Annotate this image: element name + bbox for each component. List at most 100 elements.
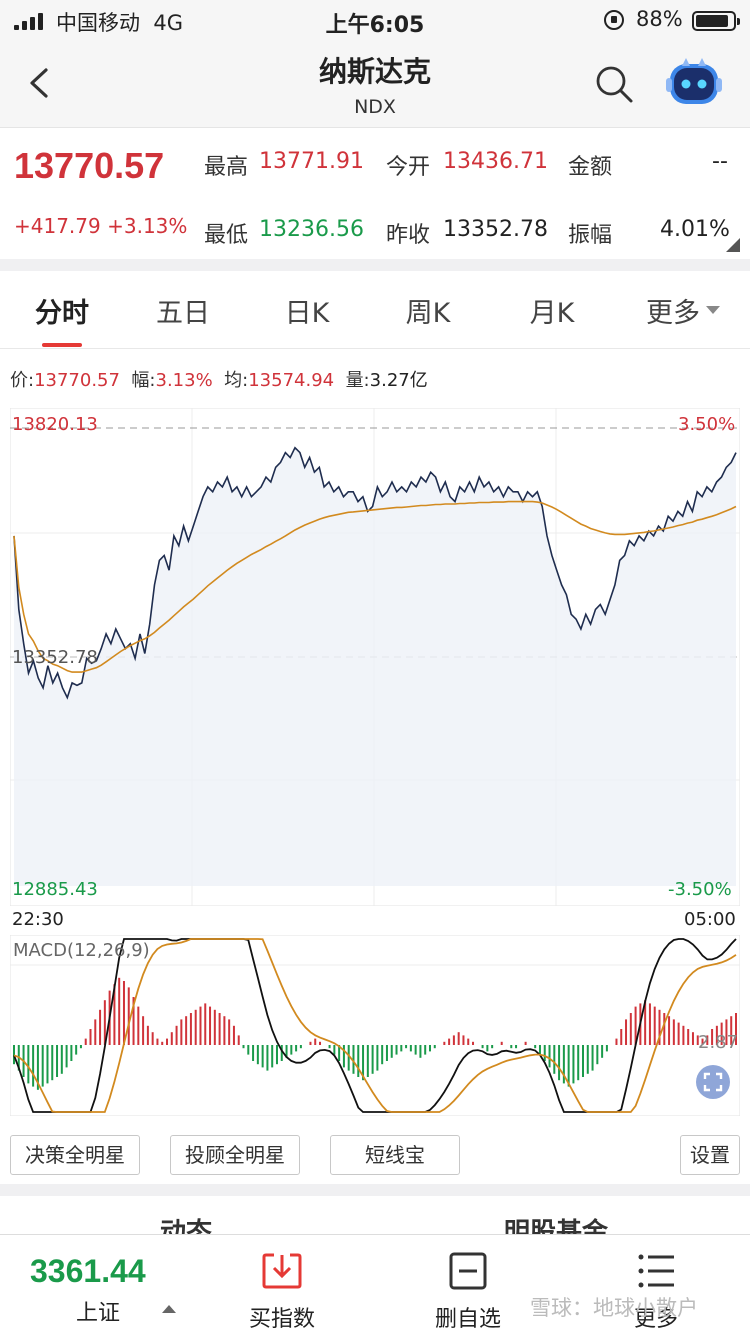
macd-bar [137, 1006, 140, 1045]
amount-label: 金额 [568, 155, 613, 180]
macd-bar [333, 1045, 336, 1055]
tab-news[interactable]: 动态 [160, 1218, 213, 1234]
macd-bar [242, 1045, 245, 1049]
tab-monthly-k[interactable]: 月K [529, 298, 575, 329]
short-line-button[interactable]: 短线宝 [330, 1135, 460, 1175]
more-button[interactable]: 更多 [596, 1251, 716, 1333]
high-label: 最高 [204, 155, 249, 180]
macd-bar [500, 1041, 503, 1045]
decision-star-button[interactable]: 决策全明星 [10, 1135, 140, 1175]
tab-weekly-k[interactable]: 周K [405, 298, 451, 329]
back-icon[interactable] [24, 66, 58, 100]
x-tick-end: 05:00 [684, 909, 736, 930]
macd-bar [730, 1016, 733, 1045]
chevron-up-icon[interactable] [162, 1305, 176, 1313]
settings-button[interactable]: 设置 [680, 1135, 740, 1175]
macd-bar [448, 1038, 451, 1045]
macd-bar [151, 1032, 154, 1045]
clock: 上午6:05 [325, 13, 425, 38]
macd-chart[interactable] [10, 935, 740, 1116]
remove-watchlist-button[interactable]: 删自选 [408, 1251, 528, 1333]
fullscreen-icon[interactable] [696, 1065, 730, 1099]
macd-bar [13, 1045, 15, 1065]
macd-bar [486, 1045, 489, 1052]
macd-bar [548, 1045, 551, 1068]
crosshair-info: 价:13770.57 幅:3.13% 均:13574.94 量:3.27亿 [10, 370, 428, 391]
tab-intraday[interactable]: 分时 [35, 298, 89, 329]
macd-bar [452, 1035, 455, 1045]
macd-bar [586, 1045, 589, 1074]
macd-bar [414, 1045, 417, 1055]
open-value: 13436.71 [443, 149, 548, 174]
bottom-bar: 3361.44 上证 买指数 删自选 更多 [0, 1234, 750, 1334]
macd-bar [328, 1045, 331, 1049]
macd-bar [46, 1045, 49, 1084]
macd-bar [457, 1032, 460, 1045]
macd-bar [515, 1045, 518, 1049]
macd-bar [725, 1019, 728, 1045]
macd-bar [161, 1041, 164, 1045]
macd-bar [711, 1029, 714, 1045]
macd-bar [156, 1038, 159, 1045]
macd-bar [232, 1025, 235, 1045]
macd-bar [400, 1045, 403, 1052]
macd-bar [27, 1045, 30, 1084]
tab-five-day[interactable]: 五日 [156, 298, 210, 329]
macd-bar [668, 1016, 671, 1045]
macd-bar [32, 1045, 35, 1087]
macd-bar [672, 1019, 675, 1045]
index-name[interactable]: 上证 [76, 1301, 121, 1326]
macd-title: MACD(12,26,9) [13, 940, 150, 961]
y-tick-max: 13820.13 [12, 414, 98, 435]
macd-bar [472, 1041, 475, 1045]
macd-bar [362, 1045, 365, 1081]
battery-percent: 88% [636, 7, 683, 31]
macd-bar [625, 1019, 628, 1045]
index-value[interactable]: 3361.44 [30, 1253, 146, 1289]
macd-bar [170, 1032, 173, 1045]
macd-bar [648, 1003, 651, 1045]
macd-bar [213, 1009, 216, 1045]
chevron-down-icon [706, 306, 720, 314]
tab-funds[interactable]: 明股基金 [504, 1218, 609, 1234]
robot-assistant-icon[interactable] [666, 58, 722, 108]
macd-bar [319, 1041, 322, 1045]
macd-bar [118, 977, 121, 1045]
chart-tabs: 分时 五日 日K 周K 月K 更多 [0, 271, 750, 349]
macd-bar [122, 981, 125, 1045]
tab-more[interactable]: 更多 [646, 298, 700, 329]
buy-icon [262, 1253, 302, 1289]
divider [0, 1184, 750, 1196]
open-label: 今开 [386, 155, 431, 180]
macd-bar [543, 1045, 546, 1061]
macd-bar [538, 1045, 541, 1055]
intraday-chart[interactable] [10, 408, 740, 906]
pct-tick-max: 3.50% [678, 414, 736, 435]
macd-bar [405, 1045, 408, 1049]
advisor-star-button[interactable]: 投顾全明星 [170, 1135, 300, 1175]
macd-bar [433, 1045, 436, 1049]
macd-bar [720, 1022, 723, 1045]
tab-daily-k[interactable]: 日K [284, 298, 330, 329]
menu-icon [638, 1254, 674, 1288]
macd-bar [395, 1045, 398, 1055]
macd-bar [175, 1025, 178, 1045]
macd-bar [56, 1045, 59, 1077]
macd-bar [209, 1006, 212, 1045]
search-icon[interactable] [594, 64, 634, 104]
macd-bar [256, 1045, 259, 1065]
expand-corner-icon[interactable] [726, 238, 740, 252]
macd-bar [653, 1006, 656, 1045]
macd-bar [275, 1045, 278, 1065]
high-value: 13771.91 [259, 149, 364, 174]
macd-bar [663, 1013, 666, 1045]
macd-bar [558, 1045, 561, 1081]
buy-index-button[interactable]: 买指数 [222, 1251, 342, 1333]
macd-bar [591, 1045, 594, 1071]
last-price: 13770.57 [14, 145, 165, 186]
macd-bar [237, 1035, 240, 1045]
macd-bar [252, 1045, 255, 1061]
macd-bar [658, 1009, 661, 1045]
macd-bar [534, 1045, 537, 1049]
macd-bar [94, 1019, 97, 1045]
